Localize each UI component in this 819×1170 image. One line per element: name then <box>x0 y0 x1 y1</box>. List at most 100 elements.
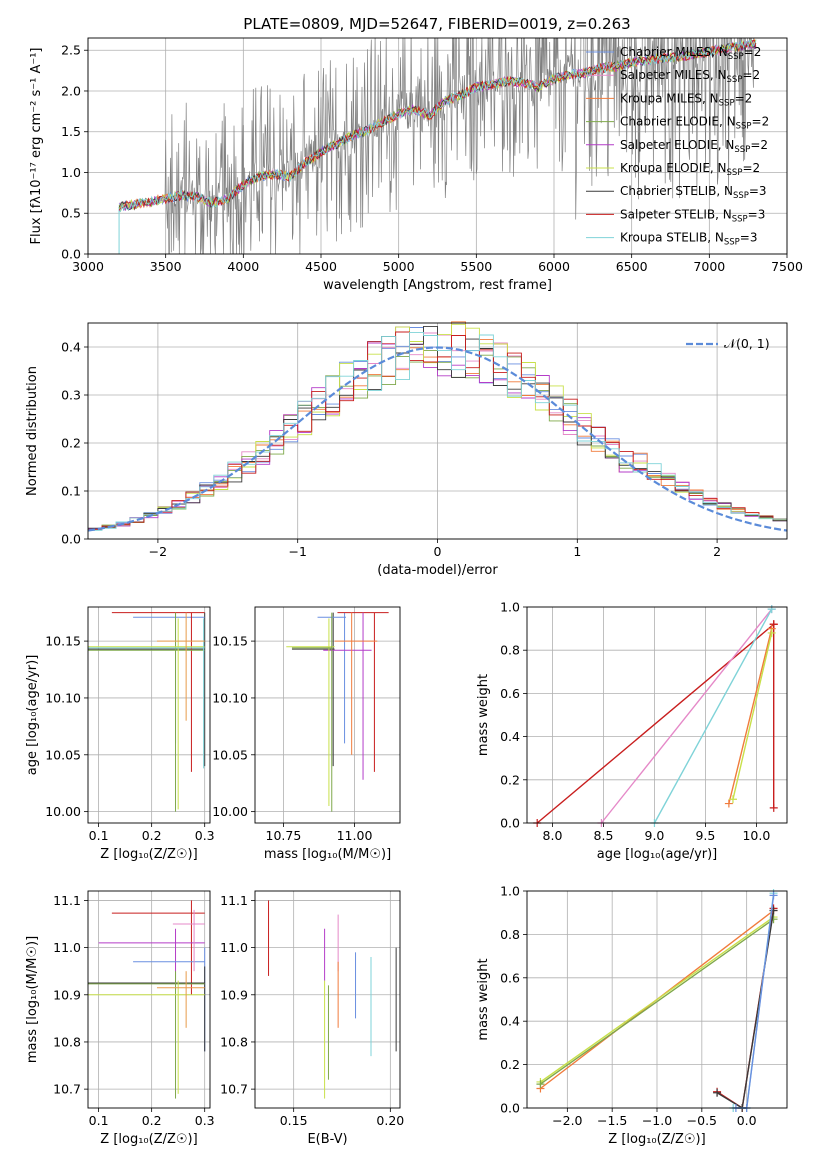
x-axis-label: Z [log₁₀(Z/Z☉)] <box>100 847 197 862</box>
weight-line <box>653 608 773 824</box>
y-tick-label: 0.2 <box>500 772 520 787</box>
y-tick-label: 1.0 <box>61 165 81 180</box>
x-tick-label: 0 <box>434 544 442 559</box>
axes-frame <box>526 606 788 824</box>
y-tick-label: 0.0 <box>61 532 81 547</box>
plot-area <box>87 321 788 532</box>
weight-marker <box>769 803 778 812</box>
y-tick-label: 10.15 <box>212 634 248 649</box>
y-tick-label: 0.8 <box>500 643 520 658</box>
gaussian-curve <box>87 346 788 532</box>
weight-line <box>536 623 775 824</box>
y-tick-label: 1.0 <box>500 600 520 615</box>
x-tick-label: 0.2 <box>142 828 162 843</box>
legend-label-0: Chabrier MILES, NSSP=2 <box>620 45 761 62</box>
model-spectrum-8 <box>119 39 757 212</box>
x-tick-label: 6000 <box>538 259 570 274</box>
gridlines <box>527 890 787 1109</box>
spectrum-legend: Chabrier MILES, NSSP=2 Salpeter MILES, NS… <box>586 45 769 248</box>
legend-label-4: Salpeter ELODIE, NSSP=2 <box>620 138 768 155</box>
weight-marker <box>769 891 778 900</box>
y-tick-label: 0.6 <box>500 686 520 701</box>
x-tick-label: 0.1 <box>89 1113 109 1128</box>
axes-frame <box>87 606 211 824</box>
x-tick-label: 5500 <box>460 259 492 274</box>
axes-frame <box>254 890 401 1109</box>
y-tick-label: 11.0 <box>220 940 248 955</box>
weight-line <box>539 918 775 1085</box>
x-tick-label: −1 <box>288 544 306 559</box>
y-axis-label: mass weight <box>476 958 491 1040</box>
y-tick-label: 0.8 <box>500 927 520 942</box>
x-tick-label: 3500 <box>150 259 182 274</box>
x-tick-label: 2 <box>713 544 721 559</box>
weight-line <box>539 916 775 1083</box>
x-tick-label: 0.0 <box>737 1113 757 1128</box>
legend-label-7: Salpeter STELIB, NSSP=3 <box>620 207 765 224</box>
age-vs-metallicity-panel: 0.1 0.2 0.3 10.00 10.05 10.10 10.15 Z [log₁₀(Z/… <box>25 606 215 862</box>
y-tick-label: 0.0 <box>61 247 81 262</box>
x-tick-label: 9.5 <box>695 828 715 843</box>
y-tick-label: 10.10 <box>45 690 81 705</box>
x-tick-label: 11.00 <box>337 828 373 843</box>
y-axis-label: Normed distribution <box>25 366 40 496</box>
axes-frame <box>526 890 788 1109</box>
y-tick-label: 10.15 <box>45 634 81 649</box>
y-tick-label: 1.5 <box>61 124 81 139</box>
x-tick-label: 0.3 <box>195 828 215 843</box>
gaussian-legend-label: 𝒩(0, 1) <box>724 336 770 351</box>
plot-area <box>533 605 778 827</box>
y-tick-label: 10.7 <box>220 1082 248 1097</box>
y-tick-label: 11.1 <box>53 893 81 908</box>
y-tick-label: 1.0 <box>500 884 520 899</box>
legend-label-1: Salpeter MILES, NSSP=2 <box>620 68 760 85</box>
y-tick-label: 10.05 <box>45 747 81 762</box>
legend-label-3: Chabrier ELODIE, NSSP=2 <box>620 115 769 132</box>
weight-marker <box>767 605 776 614</box>
weight-line <box>716 910 775 1110</box>
y-tick-label: 10.9 <box>53 987 81 1002</box>
y-tick-label: 0.0 <box>500 816 520 831</box>
x-tick-label: 0.3 <box>195 1113 215 1128</box>
x-axis-label: mass [log₁₀(M/M☉)] <box>264 847 391 862</box>
y-axis-label: Flux [fλ10⁻¹⁷ erg cm⁻² s⁻¹ A⁻¹] <box>29 48 44 245</box>
x-tick-label: 6500 <box>616 259 648 274</box>
x-tick-label: 7000 <box>693 259 725 274</box>
x-tick-label: 4000 <box>227 259 259 274</box>
y-tick-label: 0.4 <box>61 340 81 355</box>
mass-vs-metallicity-panel: 0.1 0.2 0.3 10.7 10.8 10.9 11.0 11.1 Z [log₁₀(Z/… <box>25 890 215 1147</box>
x-tick-label: 0.15 <box>280 1113 308 1128</box>
weight-marker <box>536 1080 545 1089</box>
axes-frame <box>254 606 401 824</box>
y-axis-label: mass weight <box>476 674 491 756</box>
y-tick-label: 10.7 <box>53 1082 81 1097</box>
x-tick-label: 8.0 <box>543 828 563 843</box>
y-tick-label: 0.6 <box>500 970 520 985</box>
y-tick-label: 11.0 <box>53 940 81 955</box>
y-axis-label: mass [log₁₀(M/M☉)] <box>25 936 40 1063</box>
y-tick-label: 10.05 <box>212 747 248 762</box>
axes-frame <box>87 37 788 255</box>
weight-line <box>735 895 775 1109</box>
weight-marker <box>724 799 733 808</box>
x-tick-label: 1 <box>573 544 581 559</box>
weight-marker <box>769 620 778 629</box>
legend-label-5: Kroupa ELODIE, NSSP=2 <box>620 161 760 178</box>
legend-label-6: Chabrier STELIB, NSSP=3 <box>620 184 767 201</box>
y-tick-label: 2.5 <box>61 43 81 58</box>
mass-vs-extinction-panel: 0.15 0.20 10.7 10.8 10.9 11.0 11.1 E(B-V) <box>220 890 404 1147</box>
x-tick-label: 4500 <box>305 259 337 274</box>
x-tick-label: 0.20 <box>376 1113 404 1128</box>
x-tick-label: 0.2 <box>142 1113 162 1128</box>
y-tick-label: 0.4 <box>500 729 520 744</box>
mass-weight-vs-age-panel: 8.0 8.5 9.0 9.5 10.0 0.0 0.2 0.4 0.6 0.8 1.0 age [l… <box>476 600 788 862</box>
weight-line <box>600 608 773 824</box>
x-axis-label: wavelength [Angstrom, rest frame] <box>323 278 552 293</box>
weight-marker <box>713 1088 722 1097</box>
weight-marker <box>728 795 737 804</box>
y-tick-label: 0.4 <box>500 1014 520 1029</box>
plot-area <box>88 900 206 1099</box>
weight-line <box>732 632 773 800</box>
x-tick-label: 10.0 <box>742 828 770 843</box>
residuals-panel: −2 −1 0 1 2 0.0 0.1 0.2 0.3 0.4 (data-model)/error… <box>25 321 788 578</box>
